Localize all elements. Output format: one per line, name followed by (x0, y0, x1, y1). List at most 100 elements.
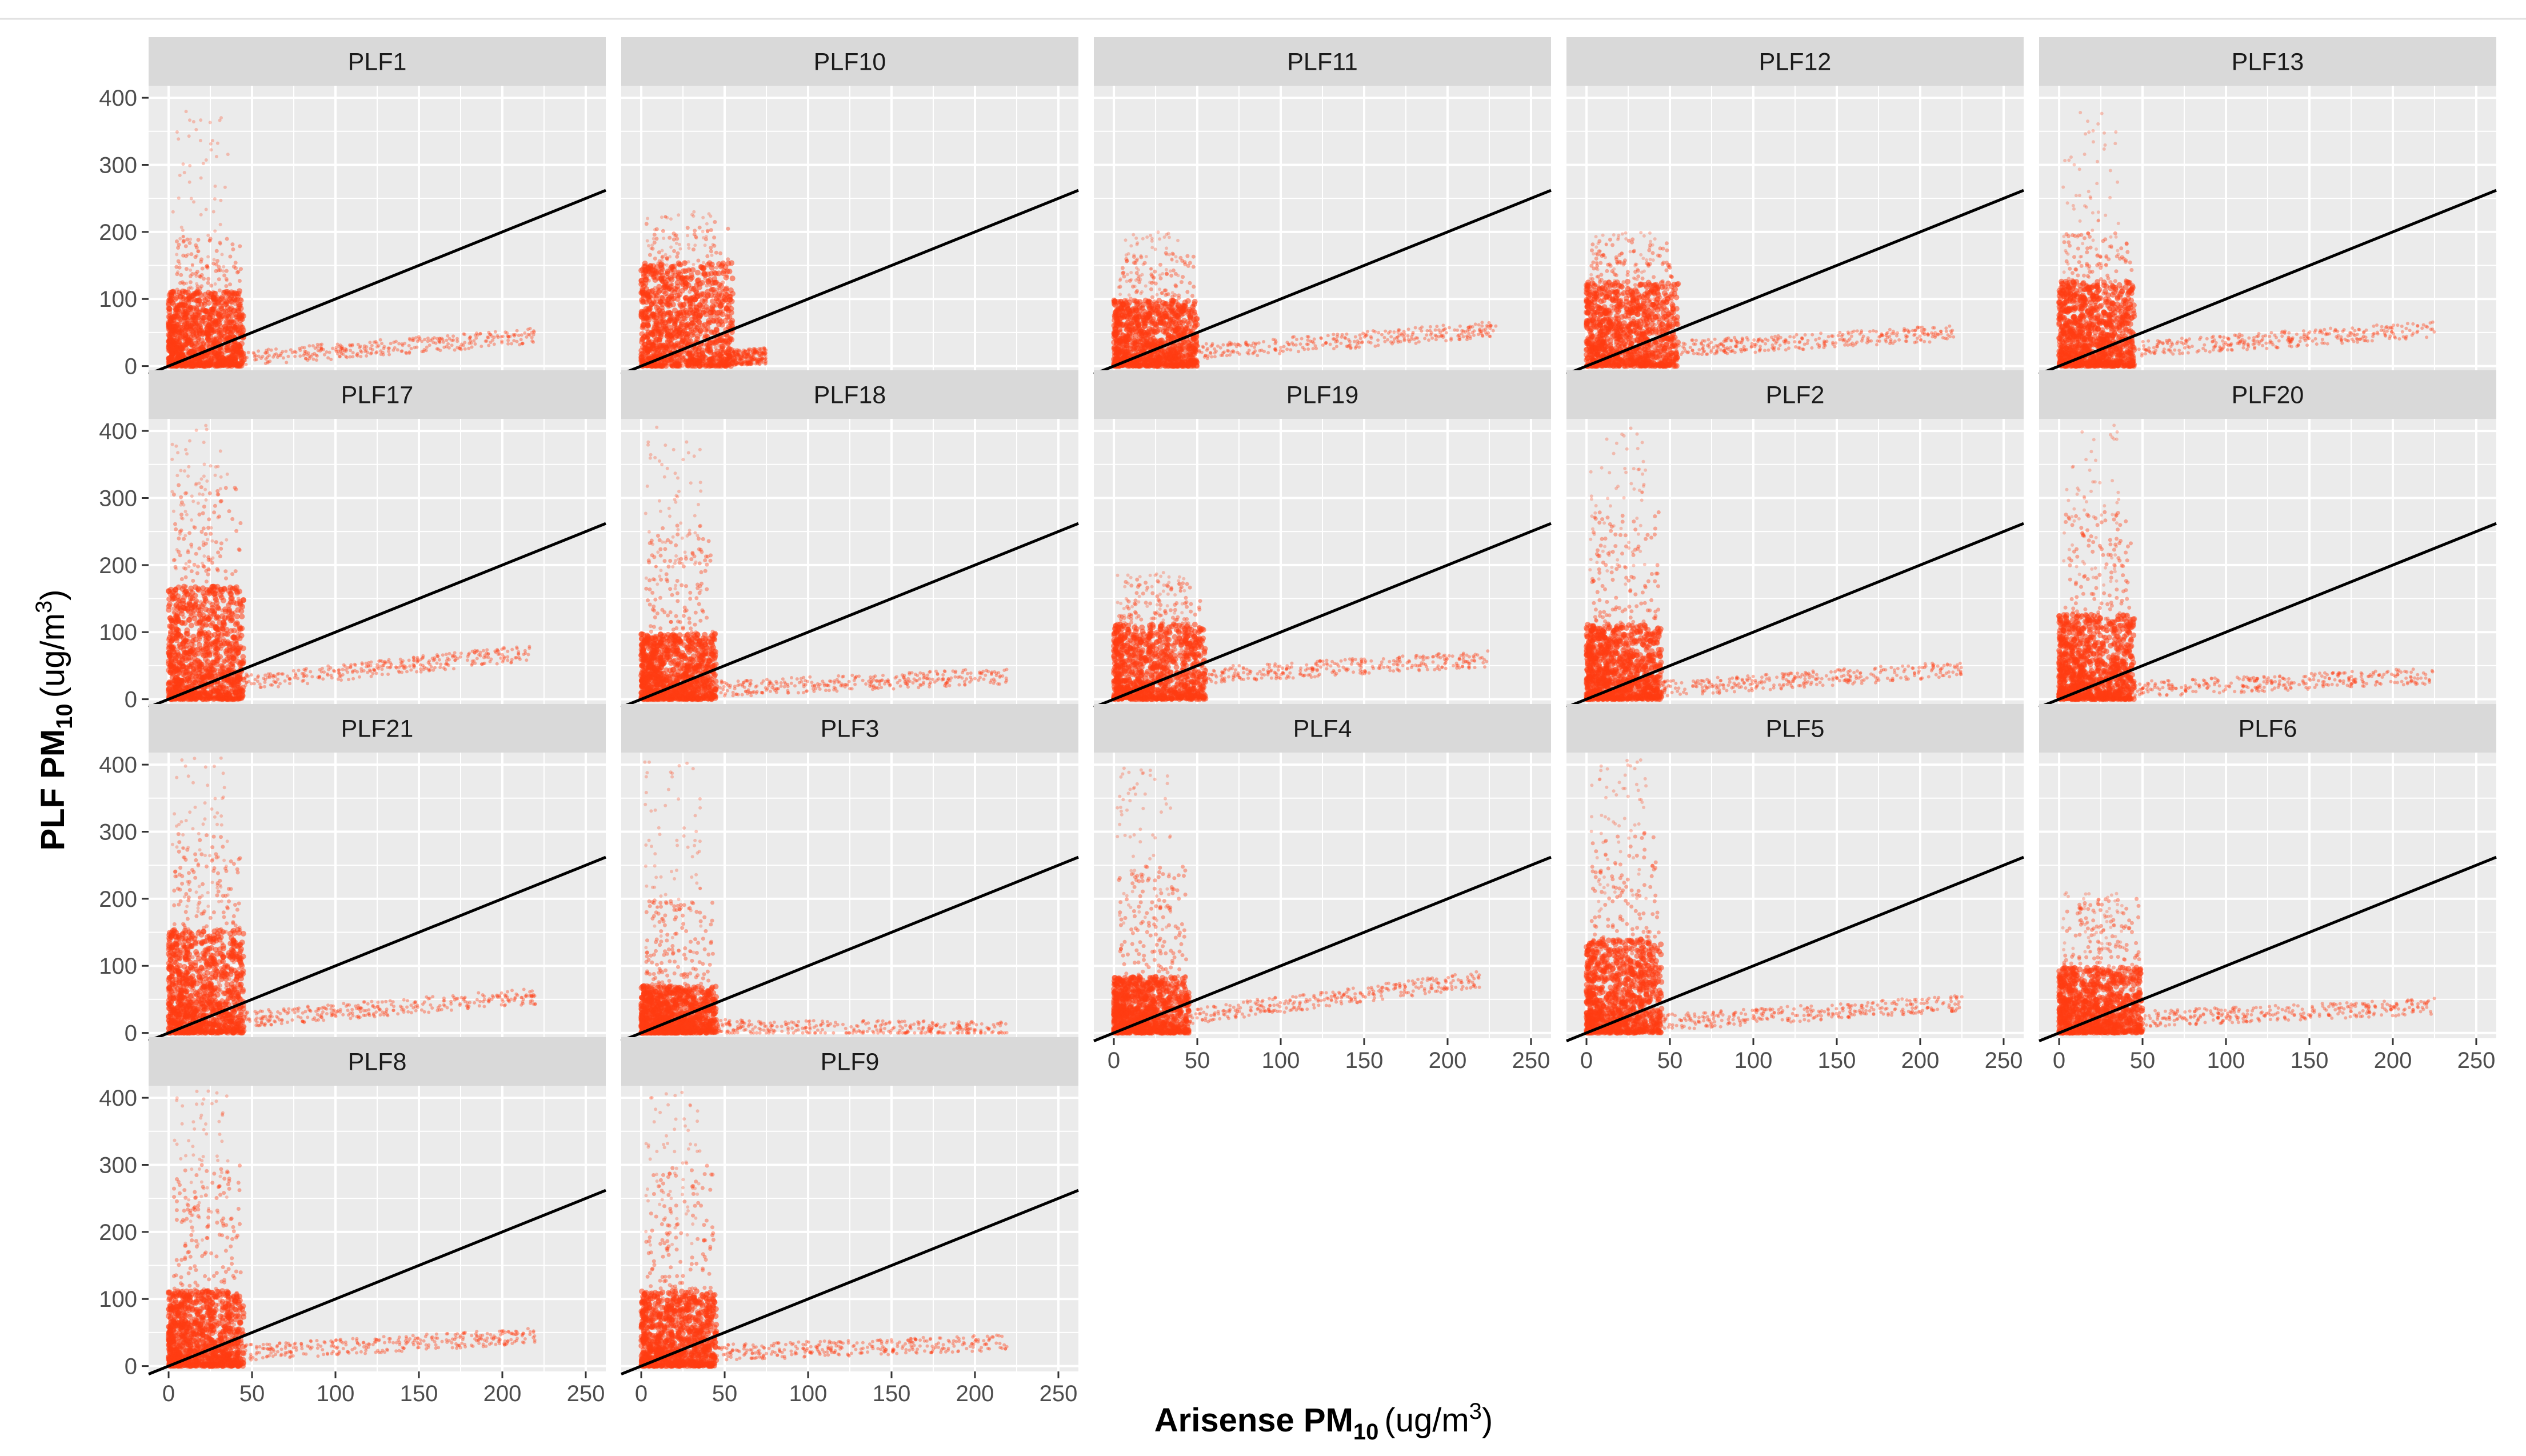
data-point (189, 252, 194, 257)
data-point (714, 298, 718, 302)
data-point (434, 341, 438, 345)
data-point (1295, 338, 1298, 341)
data-point (195, 297, 201, 303)
data-point (722, 338, 729, 345)
data-point (748, 361, 752, 364)
data-point (178, 173, 182, 177)
data-point (213, 364, 218, 368)
data-point (676, 363, 682, 369)
data-point (1238, 343, 1242, 347)
data-point (1131, 285, 1135, 289)
data-point (175, 239, 179, 243)
data-point (734, 357, 738, 361)
data-point (1443, 327, 1447, 331)
data-point (728, 350, 732, 354)
data-point (179, 273, 183, 277)
data-point (192, 322, 197, 326)
data-point (728, 355, 732, 359)
data-point (717, 343, 722, 348)
data-point (1384, 329, 1388, 333)
data-point (762, 346, 766, 350)
data-point (1152, 310, 1156, 315)
data-point (742, 360, 746, 364)
data-point (345, 348, 349, 351)
data-point (709, 349, 714, 353)
data-point (1210, 355, 1214, 359)
data-point (759, 350, 763, 354)
data-point (1125, 364, 1130, 369)
data-point (206, 343, 211, 347)
data-point (235, 329, 240, 333)
data-point (657, 259, 662, 263)
data-point (674, 360, 679, 365)
data-point (749, 362, 753, 366)
data-point (216, 268, 221, 273)
data-point (749, 359, 753, 363)
data-point (264, 357, 268, 361)
data-point (213, 335, 218, 339)
data-point (506, 334, 510, 338)
data-point (709, 329, 715, 335)
data-point (734, 354, 738, 358)
data-point (669, 363, 674, 368)
data-point (218, 359, 222, 363)
data-point (424, 349, 428, 353)
data-point (1158, 276, 1163, 281)
data-point (168, 291, 174, 298)
data-point (722, 356, 727, 361)
data-point (206, 233, 210, 237)
data-point (1353, 339, 1356, 343)
data-point (231, 265, 236, 269)
data-point (344, 354, 348, 358)
data-point (1369, 336, 1373, 340)
data-point (208, 362, 213, 366)
data-point (1281, 349, 1285, 353)
data-point (209, 306, 215, 313)
data-point (290, 350, 294, 354)
data-point (702, 322, 708, 328)
data-point (369, 352, 373, 355)
data-point (243, 358, 247, 362)
data-point (467, 337, 471, 341)
data-point (664, 215, 668, 219)
data-point (228, 282, 233, 287)
facet-label: PLF10 (814, 49, 886, 76)
data-point (1135, 363, 1139, 367)
data-point (215, 141, 219, 145)
data-point (666, 343, 670, 348)
data-point (445, 345, 449, 349)
data-point (1285, 347, 1289, 351)
data-point (208, 237, 213, 241)
data-point (735, 358, 739, 362)
data-point (404, 350, 408, 354)
data-point (1383, 339, 1387, 343)
data-point (725, 353, 728, 357)
data-point (705, 283, 709, 288)
data-point (191, 359, 196, 363)
data-point (686, 332, 691, 337)
data-point (348, 355, 352, 359)
data-point (487, 343, 491, 347)
data-point (438, 341, 442, 345)
data-point (1183, 352, 1189, 358)
data-point (738, 355, 742, 359)
data-point (665, 344, 670, 349)
data-point (242, 353, 246, 357)
data-point (192, 317, 198, 323)
data-point (226, 295, 230, 299)
data-point (695, 318, 699, 323)
data-point (686, 339, 692, 345)
data-point (733, 353, 737, 357)
data-point (750, 355, 754, 359)
data-point (669, 282, 673, 286)
data-point (761, 357, 765, 361)
data-point (201, 342, 206, 346)
data-point (205, 363, 210, 368)
data-point (221, 362, 225, 366)
data-point (665, 330, 669, 334)
data-point (174, 350, 178, 355)
data-point (1190, 344, 1194, 348)
data-point (1428, 325, 1432, 329)
data-point (1136, 268, 1140, 272)
data-point (717, 286, 722, 291)
